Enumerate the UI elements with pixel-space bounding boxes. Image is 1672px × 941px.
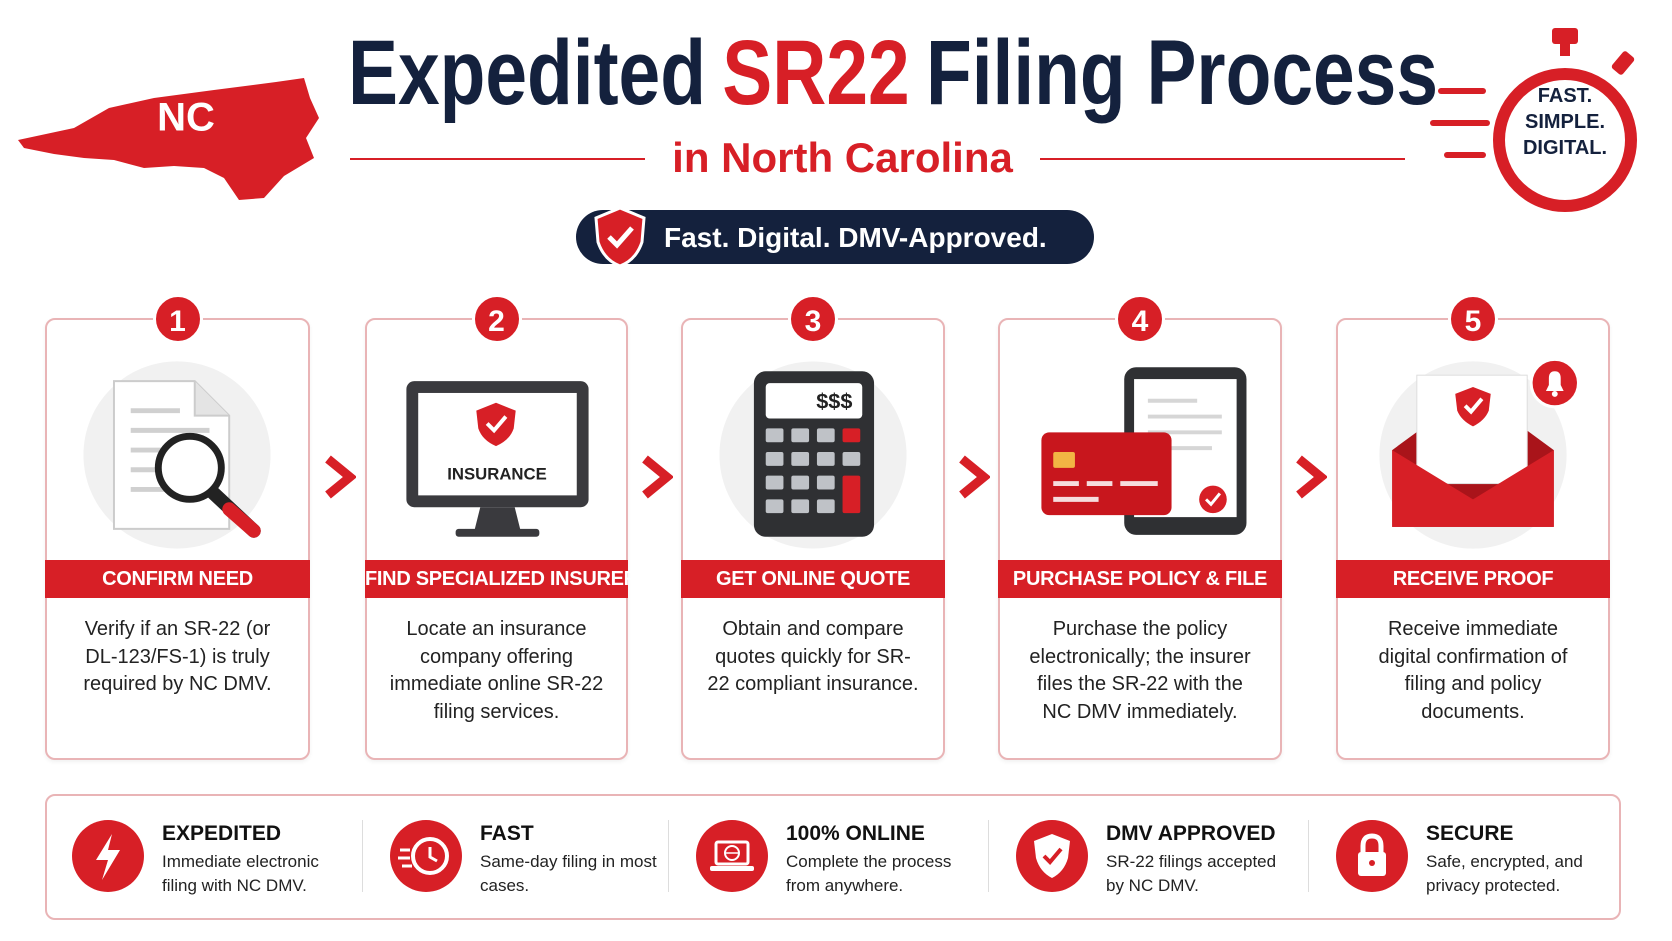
step-text: Obtain and compare quotes quickly for SR…: [707, 618, 919, 695]
icon-text: $$$: [816, 389, 852, 414]
title-part: Expedited: [348, 22, 706, 124]
feature-icon: [1016, 820, 1088, 892]
step-card: 2 INSURANCE FIND SPECIALIZED INSURER Loc…: [365, 294, 638, 760]
feature-icon: [72, 820, 144, 892]
step-title: GET ONLINE QUOTE: [681, 560, 945, 598]
divider: [668, 820, 669, 892]
step-number: 4: [1115, 294, 1165, 344]
stopwatch: FAST. SIMPLE. DIGITAL.: [1430, 28, 1637, 212]
step-icon: INSURANCE: [406, 381, 589, 537]
stopwatch-text: DIGITAL.: [1523, 137, 1607, 159]
step-title: CONFIRM NEED: [45, 560, 310, 598]
step-card: 3 $$$ GET ONLINE QUOTE Obtain and compar…: [681, 294, 945, 760]
feature-title: EXPEDITED: [162, 822, 282, 845]
feature-title: DMV APPROVED: [1106, 822, 1276, 845]
feature-bar: [45, 794, 1621, 920]
title: ExpeditedSR22Filing Process: [348, 22, 1438, 124]
shield-icon: [594, 206, 646, 268]
divider: [362, 820, 363, 892]
step-card: 5 RECEIVE PROOF Receive immediate digita…: [1336, 294, 1610, 760]
title-part: Filing Process: [926, 22, 1438, 124]
arrow: [642, 455, 673, 499]
feature-icon: [390, 820, 462, 892]
step-title: FIND SPECIALIZED INSURER: [365, 560, 638, 598]
feature-icon: [696, 820, 768, 892]
step-text: Purchase the policy electronically; the …: [1029, 618, 1251, 723]
feature-text: Complete the process from anywhere.: [786, 852, 952, 895]
feature-text: SR-22 filings accepted by NC DMV.: [1106, 852, 1277, 895]
step-icon: [1041, 367, 1247, 535]
map-shape: [18, 78, 319, 200]
rule: [1040, 158, 1405, 160]
step-title: RECEIVE PROOF: [1336, 560, 1610, 598]
feature-title: FAST: [480, 822, 534, 845]
icon-text: INSURANCE: [447, 465, 546, 484]
divider: [1308, 820, 1309, 892]
step-card: 4 PURCHASE POLICY & FILE Purchase the po…: [998, 294, 1282, 760]
step-card: 1 CONFIRM NEED Verify if an SR-22 (or DL…: [45, 294, 310, 760]
step-number: 1: [152, 294, 203, 344]
arrow: [325, 455, 356, 499]
stopwatch-text: FAST.: [1538, 85, 1592, 107]
subtitle: in North Carolina: [672, 134, 1013, 181]
divider: [988, 820, 989, 892]
badge-text: Fast. Digital. DMV-Approved.: [664, 222, 1047, 253]
feature-icon: [1336, 820, 1408, 892]
feature-text: Immediate electronic filing with NC DMV.: [162, 852, 319, 895]
feature-title: SECURE: [1426, 822, 1514, 845]
arrow: [959, 455, 990, 499]
feature-text: Safe, encrypted, and privacy protected.: [1426, 852, 1583, 895]
feature-title: 100% ONLINE: [786, 822, 925, 845]
step-text: Locate an insurance company offering imm…: [389, 618, 604, 723]
step-text: Verify if an SR-22 (or DL-123/FS-1) is t…: [83, 618, 272, 695]
badge: Fast. Digital. DMV-Approved.: [576, 206, 1094, 268]
step-number: 5: [1448, 294, 1498, 344]
title-highlight: SR22: [722, 22, 909, 124]
step-number: 3: [788, 294, 838, 344]
nc-map: NC: [18, 78, 319, 200]
feature-text: Same-day filing in most cases.: [480, 852, 657, 895]
state-label: NC: [157, 96, 215, 140]
rule: [350, 158, 645, 160]
step-icon: [83, 361, 271, 549]
arrow: [1296, 455, 1327, 499]
stopwatch-text: SIMPLE.: [1525, 111, 1605, 133]
step-title: PURCHASE POLICY & FILE: [998, 560, 1282, 598]
step-number: 2: [471, 294, 522, 344]
step-icon: $$$: [719, 361, 907, 549]
step-text: Receive immediate digital confirmation o…: [1378, 618, 1568, 723]
step-icon: [1379, 360, 1580, 549]
title-box: ExpeditedSR22Filing Process: [348, 22, 1438, 124]
